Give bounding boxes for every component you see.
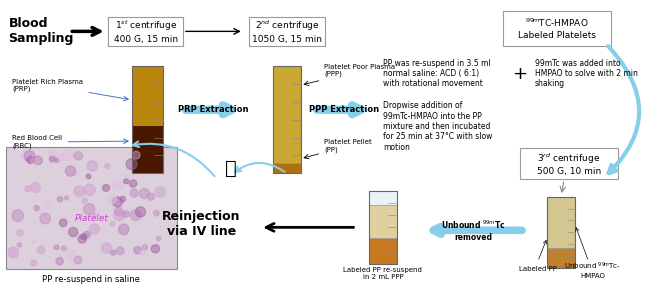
Circle shape [114, 210, 124, 220]
Circle shape [120, 211, 126, 218]
Circle shape [110, 221, 115, 226]
Text: Platelet Pellet
(PP): Platelet Pellet (PP) [304, 139, 371, 159]
Circle shape [74, 151, 83, 160]
Circle shape [124, 179, 129, 184]
Text: PP was re-suspend in 3.5 ml
normal saline: ACD ( 6:1)
with rotational movement: PP was re-suspend in 3.5 ml normal salin… [383, 59, 490, 88]
Circle shape [139, 188, 149, 198]
FancyBboxPatch shape [547, 248, 575, 268]
Circle shape [74, 256, 81, 264]
Circle shape [155, 187, 165, 197]
Circle shape [132, 151, 140, 159]
FancyBboxPatch shape [108, 17, 183, 46]
FancyBboxPatch shape [273, 163, 301, 173]
FancyBboxPatch shape [504, 11, 611, 46]
Text: 99mTc was added into
HMPAO to solve with 2 min
shaking: 99mTc was added into HMPAO to solve with… [535, 59, 638, 88]
Circle shape [73, 170, 79, 176]
Circle shape [84, 184, 95, 196]
Circle shape [20, 150, 30, 160]
Circle shape [55, 158, 59, 162]
Circle shape [78, 235, 87, 243]
Circle shape [157, 237, 161, 241]
Text: Unbound $^{99m}$Tc-
HMPAO: Unbound $^{99m}$Tc- HMPAO [564, 260, 621, 279]
Circle shape [12, 210, 24, 221]
FancyBboxPatch shape [369, 205, 397, 238]
Text: Platelet: Platelet [75, 213, 108, 223]
Text: Labeled PP: Labeled PP [519, 266, 557, 273]
Circle shape [61, 246, 66, 251]
Circle shape [126, 159, 137, 170]
Circle shape [62, 150, 73, 161]
Circle shape [112, 197, 122, 207]
Circle shape [124, 211, 130, 217]
Circle shape [59, 154, 65, 160]
Circle shape [151, 245, 159, 253]
Text: Reinjection
via IV line: Reinjection via IV line [163, 211, 241, 238]
Circle shape [104, 163, 110, 169]
Text: 3$^{rd}$ centrifuge
500 G, 10 min: 3$^{rd}$ centrifuge 500 G, 10 min [537, 151, 601, 176]
Circle shape [40, 213, 50, 224]
Circle shape [17, 243, 22, 247]
Circle shape [31, 260, 36, 266]
Circle shape [130, 180, 137, 187]
Circle shape [136, 207, 145, 217]
Circle shape [86, 174, 91, 179]
Text: Dropwise addition of
99mTc-HMPAO into the PP
mixture and then incubated
for 25 m: Dropwise addition of 99mTc-HMPAO into th… [383, 101, 492, 152]
Circle shape [81, 234, 87, 240]
Circle shape [89, 224, 99, 234]
Circle shape [114, 207, 123, 216]
Text: Labeled PP re-suspend
in 2 mL PPP: Labeled PP re-suspend in 2 mL PPP [344, 267, 422, 280]
Text: 1$^{st}$ centrifuge
400 G, 15 min: 1$^{st}$ centrifuge 400 G, 15 min [114, 19, 178, 44]
FancyBboxPatch shape [249, 17, 325, 46]
Circle shape [153, 211, 159, 216]
FancyBboxPatch shape [369, 238, 397, 264]
Circle shape [31, 240, 35, 244]
Circle shape [24, 151, 35, 162]
Circle shape [9, 250, 19, 259]
Circle shape [59, 219, 67, 227]
Circle shape [147, 193, 155, 200]
Circle shape [30, 183, 40, 193]
Text: Platelet Poor Plasma
(PPP): Platelet Poor Plasma (PPP) [304, 64, 395, 86]
FancyBboxPatch shape [369, 191, 397, 205]
Text: +: + [512, 64, 527, 83]
Circle shape [130, 210, 141, 220]
Circle shape [142, 245, 147, 250]
Text: Blood
Sampling: Blood Sampling [9, 17, 74, 45]
Circle shape [27, 156, 34, 163]
Text: Platelet Rich Plasma
(PRP): Platelet Rich Plasma (PRP) [13, 78, 128, 101]
Circle shape [66, 249, 76, 259]
Circle shape [101, 243, 112, 253]
Circle shape [69, 228, 78, 237]
Circle shape [74, 186, 85, 196]
Circle shape [116, 247, 124, 255]
FancyBboxPatch shape [547, 197, 575, 248]
Circle shape [34, 206, 39, 211]
Circle shape [37, 246, 45, 254]
Circle shape [8, 247, 19, 258]
Circle shape [118, 224, 129, 235]
Text: PP re-suspend in saline: PP re-suspend in saline [42, 275, 140, 284]
Circle shape [65, 196, 69, 200]
Circle shape [83, 204, 95, 215]
Text: Unbound $^{99m}$Tc
removed: Unbound $^{99m}$Tc removed [442, 219, 506, 242]
Text: PPP Extraction: PPP Extraction [309, 105, 379, 114]
Circle shape [84, 231, 91, 238]
Circle shape [82, 198, 87, 203]
Circle shape [40, 210, 44, 214]
Circle shape [65, 166, 75, 176]
Text: $^{99m}$TC-HMPAO
Labeled Platelets: $^{99m}$TC-HMPAO Labeled Platelets [518, 17, 596, 40]
Circle shape [54, 245, 59, 250]
Circle shape [25, 186, 31, 192]
Text: PRP Extraction: PRP Extraction [178, 105, 249, 114]
Circle shape [58, 197, 63, 202]
FancyBboxPatch shape [132, 125, 163, 173]
Text: 2$^{nd}$ centrifuge
1050 G, 15 min: 2$^{nd}$ centrifuge 1050 G, 15 min [252, 19, 322, 44]
Circle shape [130, 189, 138, 197]
FancyBboxPatch shape [520, 148, 618, 179]
Circle shape [34, 156, 42, 165]
Circle shape [50, 156, 54, 162]
Circle shape [102, 184, 110, 191]
Circle shape [113, 180, 123, 190]
Circle shape [120, 196, 126, 202]
Circle shape [17, 230, 23, 236]
